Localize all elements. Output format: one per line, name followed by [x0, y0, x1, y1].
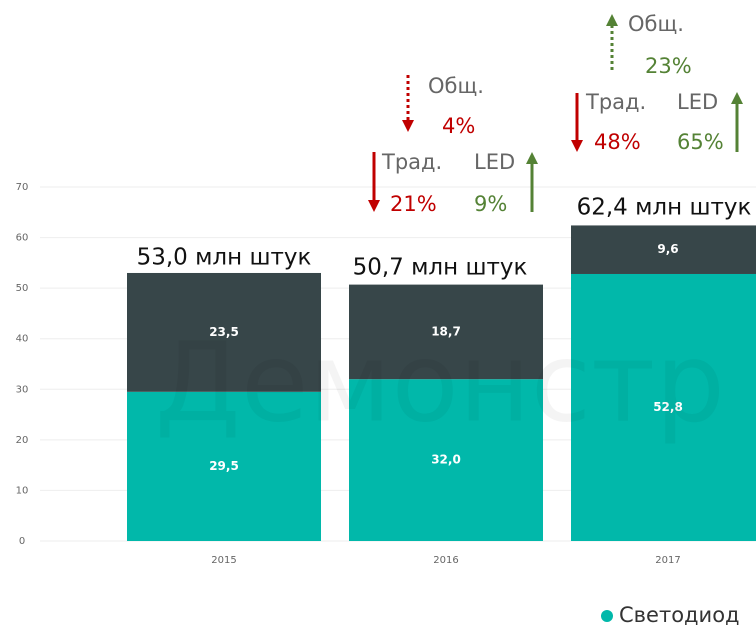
y-tick-label: 0: [19, 536, 25, 547]
annotation: Трад.: [585, 90, 646, 114]
y-tick-label: 30: [16, 384, 29, 395]
value-label: 23,5: [209, 325, 239, 339]
y-tick-label: 70: [16, 182, 29, 193]
value-label: 9,6: [657, 242, 678, 256]
value-label: 18,7: [431, 324, 461, 338]
bar-segment: [571, 273, 756, 541]
x-tick-label: 2016: [433, 555, 458, 566]
legend-label: Светодиод: [619, 603, 740, 627]
y-tick-label: 40: [16, 334, 29, 345]
value-label: 29,5: [209, 459, 239, 473]
annotation: LED: [677, 90, 718, 114]
x-tick-label: 2015: [211, 555, 236, 566]
y-tick-label: 60: [16, 233, 29, 244]
bar-segment: [127, 391, 321, 541]
total-label: 62,4 млн штук: [577, 195, 752, 221]
y-tick-label: 20: [16, 435, 29, 446]
y-tick-label: 10: [16, 485, 29, 496]
bar-segment: [127, 272, 321, 392]
x-tick-label: 2017: [655, 555, 680, 566]
value-label: 52,8: [653, 400, 683, 414]
total-label: 50,7 млн штук: [353, 255, 528, 281]
value-label: 32,0: [431, 453, 461, 467]
legend-swatch: [601, 610, 613, 622]
annotation: 4%: [442, 114, 475, 138]
annotation: 23%: [645, 54, 692, 78]
annotation: 21%: [390, 192, 437, 216]
total-label: 53,0 млн штук: [137, 245, 312, 271]
bar-segment: [349, 284, 543, 380]
bar-segment: [571, 225, 756, 274]
annotation: Общ.: [628, 12, 684, 36]
annotation: Общ.: [428, 74, 484, 98]
annotation: 9%: [474, 192, 507, 216]
annotation: Трад.: [381, 150, 442, 174]
bar-segment: [349, 379, 543, 541]
y-tick-label: 50: [16, 283, 29, 294]
annotation: LED: [474, 150, 515, 174]
watermark: Демонстр: [155, 318, 725, 446]
annotation: 65%: [677, 130, 724, 154]
annotation: 48%: [594, 130, 641, 154]
